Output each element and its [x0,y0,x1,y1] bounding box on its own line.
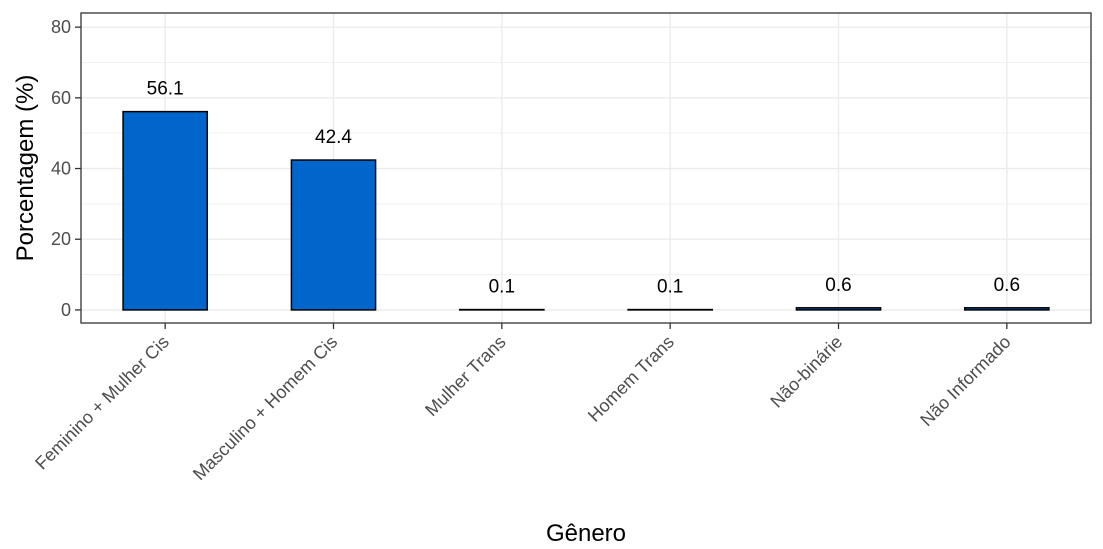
y-axis: 0 20 40 60 80 [51,17,81,320]
bar [795,307,882,311]
y-tick-label: 0 [61,300,71,320]
major-gridlines [81,13,1091,323]
y-tick-label: 80 [51,17,71,37]
bars [122,110,1050,311]
bar [290,159,377,311]
data-label: 0.6 [994,275,1020,296]
y-tick-label: 20 [51,229,71,249]
minor-gridlines [81,61,1091,276]
data-label: 0.1 [657,277,683,298]
x-tick-label: Mulher Trans [421,332,509,420]
y-tick-label: 60 [51,88,71,108]
data-label: 0.1 [489,277,515,298]
x-tick-label: Feminino + Mulher Cis [31,332,173,474]
x-axis: Feminino + Mulher Cis Masculino + Homem C… [31,323,1015,484]
bar [122,110,208,311]
x-tick-label: Masculino + Homem Cis [189,332,341,484]
x-axis-title: Gênero [546,520,626,547]
data-label: 56.1 [147,79,184,100]
y-tick-label: 40 [51,159,71,179]
data-label: 42.4 [315,127,352,148]
y-axis-title: Porcentagem (%) [12,75,39,262]
x-tick-label: Homem Trans [584,332,678,426]
x-tick-label: Não Informado [916,332,1014,430]
x-tick-label: Não-binárie [766,332,846,412]
data-labels: 56.1 42.4 0.1 0.1 0.6 0.6 [147,79,1020,298]
bar [964,307,1050,311]
data-label: 0.6 [825,275,851,296]
